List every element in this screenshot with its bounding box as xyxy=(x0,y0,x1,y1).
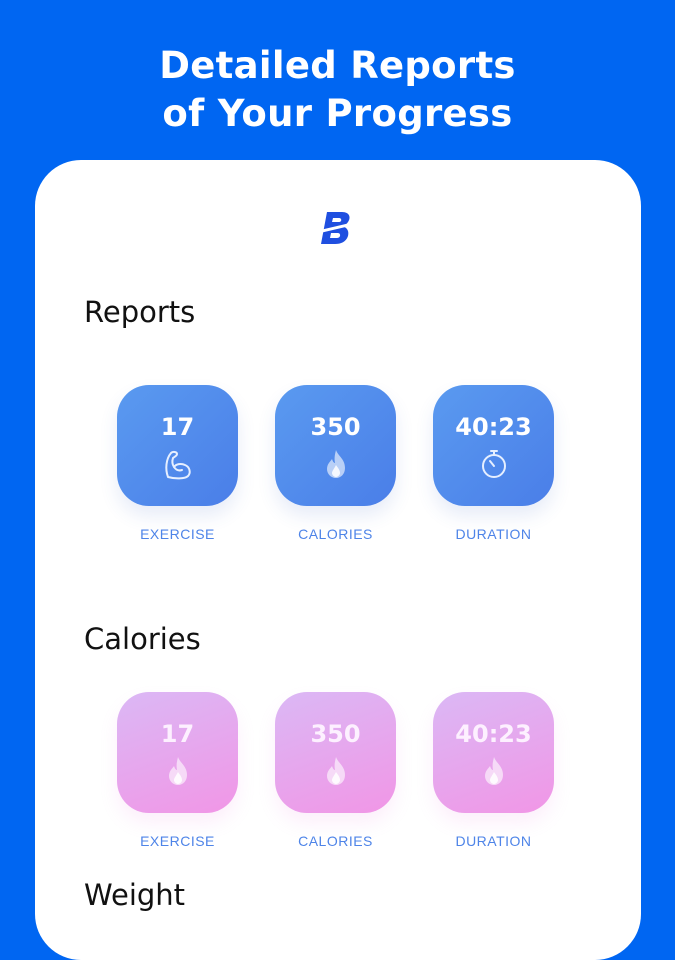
stat-tile-box[interactable]: 40:23 xyxy=(433,692,554,813)
stat-label: EXERCISE xyxy=(140,526,215,542)
stat-tile-box[interactable]: 17 xyxy=(117,385,238,506)
flame-icon xyxy=(323,748,349,791)
stat-tile-box[interactable]: 40:23 xyxy=(433,385,554,506)
flame-icon xyxy=(165,748,191,791)
reports-tiles: 17 EXERCISE 350 CALORIES 40:23 DURATION xyxy=(117,385,557,555)
stat-label: DURATION xyxy=(455,526,532,542)
bicep-icon xyxy=(163,441,193,486)
stat-tile-exercise[interactable]: 17 EXERCISE xyxy=(117,692,238,849)
calories-tiles: 17 EXERCISE 350 CALORIES 40:23 DURATION xyxy=(117,692,557,862)
stat-value: 350 xyxy=(310,413,361,441)
flame-icon xyxy=(481,748,507,791)
section-title-weight: Weight xyxy=(84,878,186,912)
app-logo xyxy=(320,212,350,244)
stat-value: 40:23 xyxy=(455,413,532,441)
stopwatch-icon xyxy=(480,441,508,484)
stat-value: 17 xyxy=(160,413,195,441)
stat-label: EXERCISE xyxy=(140,833,215,849)
phone-screen-card: Reports 17 EXERCISE 350 CALORIES 40:23 DURATI… xyxy=(35,160,641,960)
stat-label: DURATION xyxy=(455,833,532,849)
flame-icon xyxy=(323,441,349,484)
headline: Detailed Reports of Your Progress xyxy=(0,42,675,138)
stat-tile-box[interactable]: 350 xyxy=(275,385,396,506)
stat-label: CALORIES xyxy=(298,833,373,849)
stat-value: 350 xyxy=(310,720,361,748)
headline-line-2: of Your Progress xyxy=(162,92,513,135)
stat-label: CALORIES xyxy=(298,526,373,542)
stat-tile-duration[interactable]: 40:23 DURATION xyxy=(433,385,554,542)
stat-value: 40:23 xyxy=(455,720,532,748)
stat-tile-duration[interactable]: 40:23 DURATION xyxy=(433,692,554,849)
stat-tile-exercise[interactable]: 17 EXERCISE xyxy=(117,385,238,542)
section-title-reports: Reports xyxy=(84,295,196,329)
headline-line-1: Detailed Reports xyxy=(159,44,516,87)
stat-tile-box[interactable]: 350 xyxy=(275,692,396,813)
stat-tile-calories[interactable]: 350 CALORIES xyxy=(275,692,396,849)
stat-tile-calories[interactable]: 350 CALORIES xyxy=(275,385,396,542)
stat-tile-box[interactable]: 17 xyxy=(117,692,238,813)
stat-value: 17 xyxy=(160,720,195,748)
section-title-calories: Calories xyxy=(84,622,201,656)
